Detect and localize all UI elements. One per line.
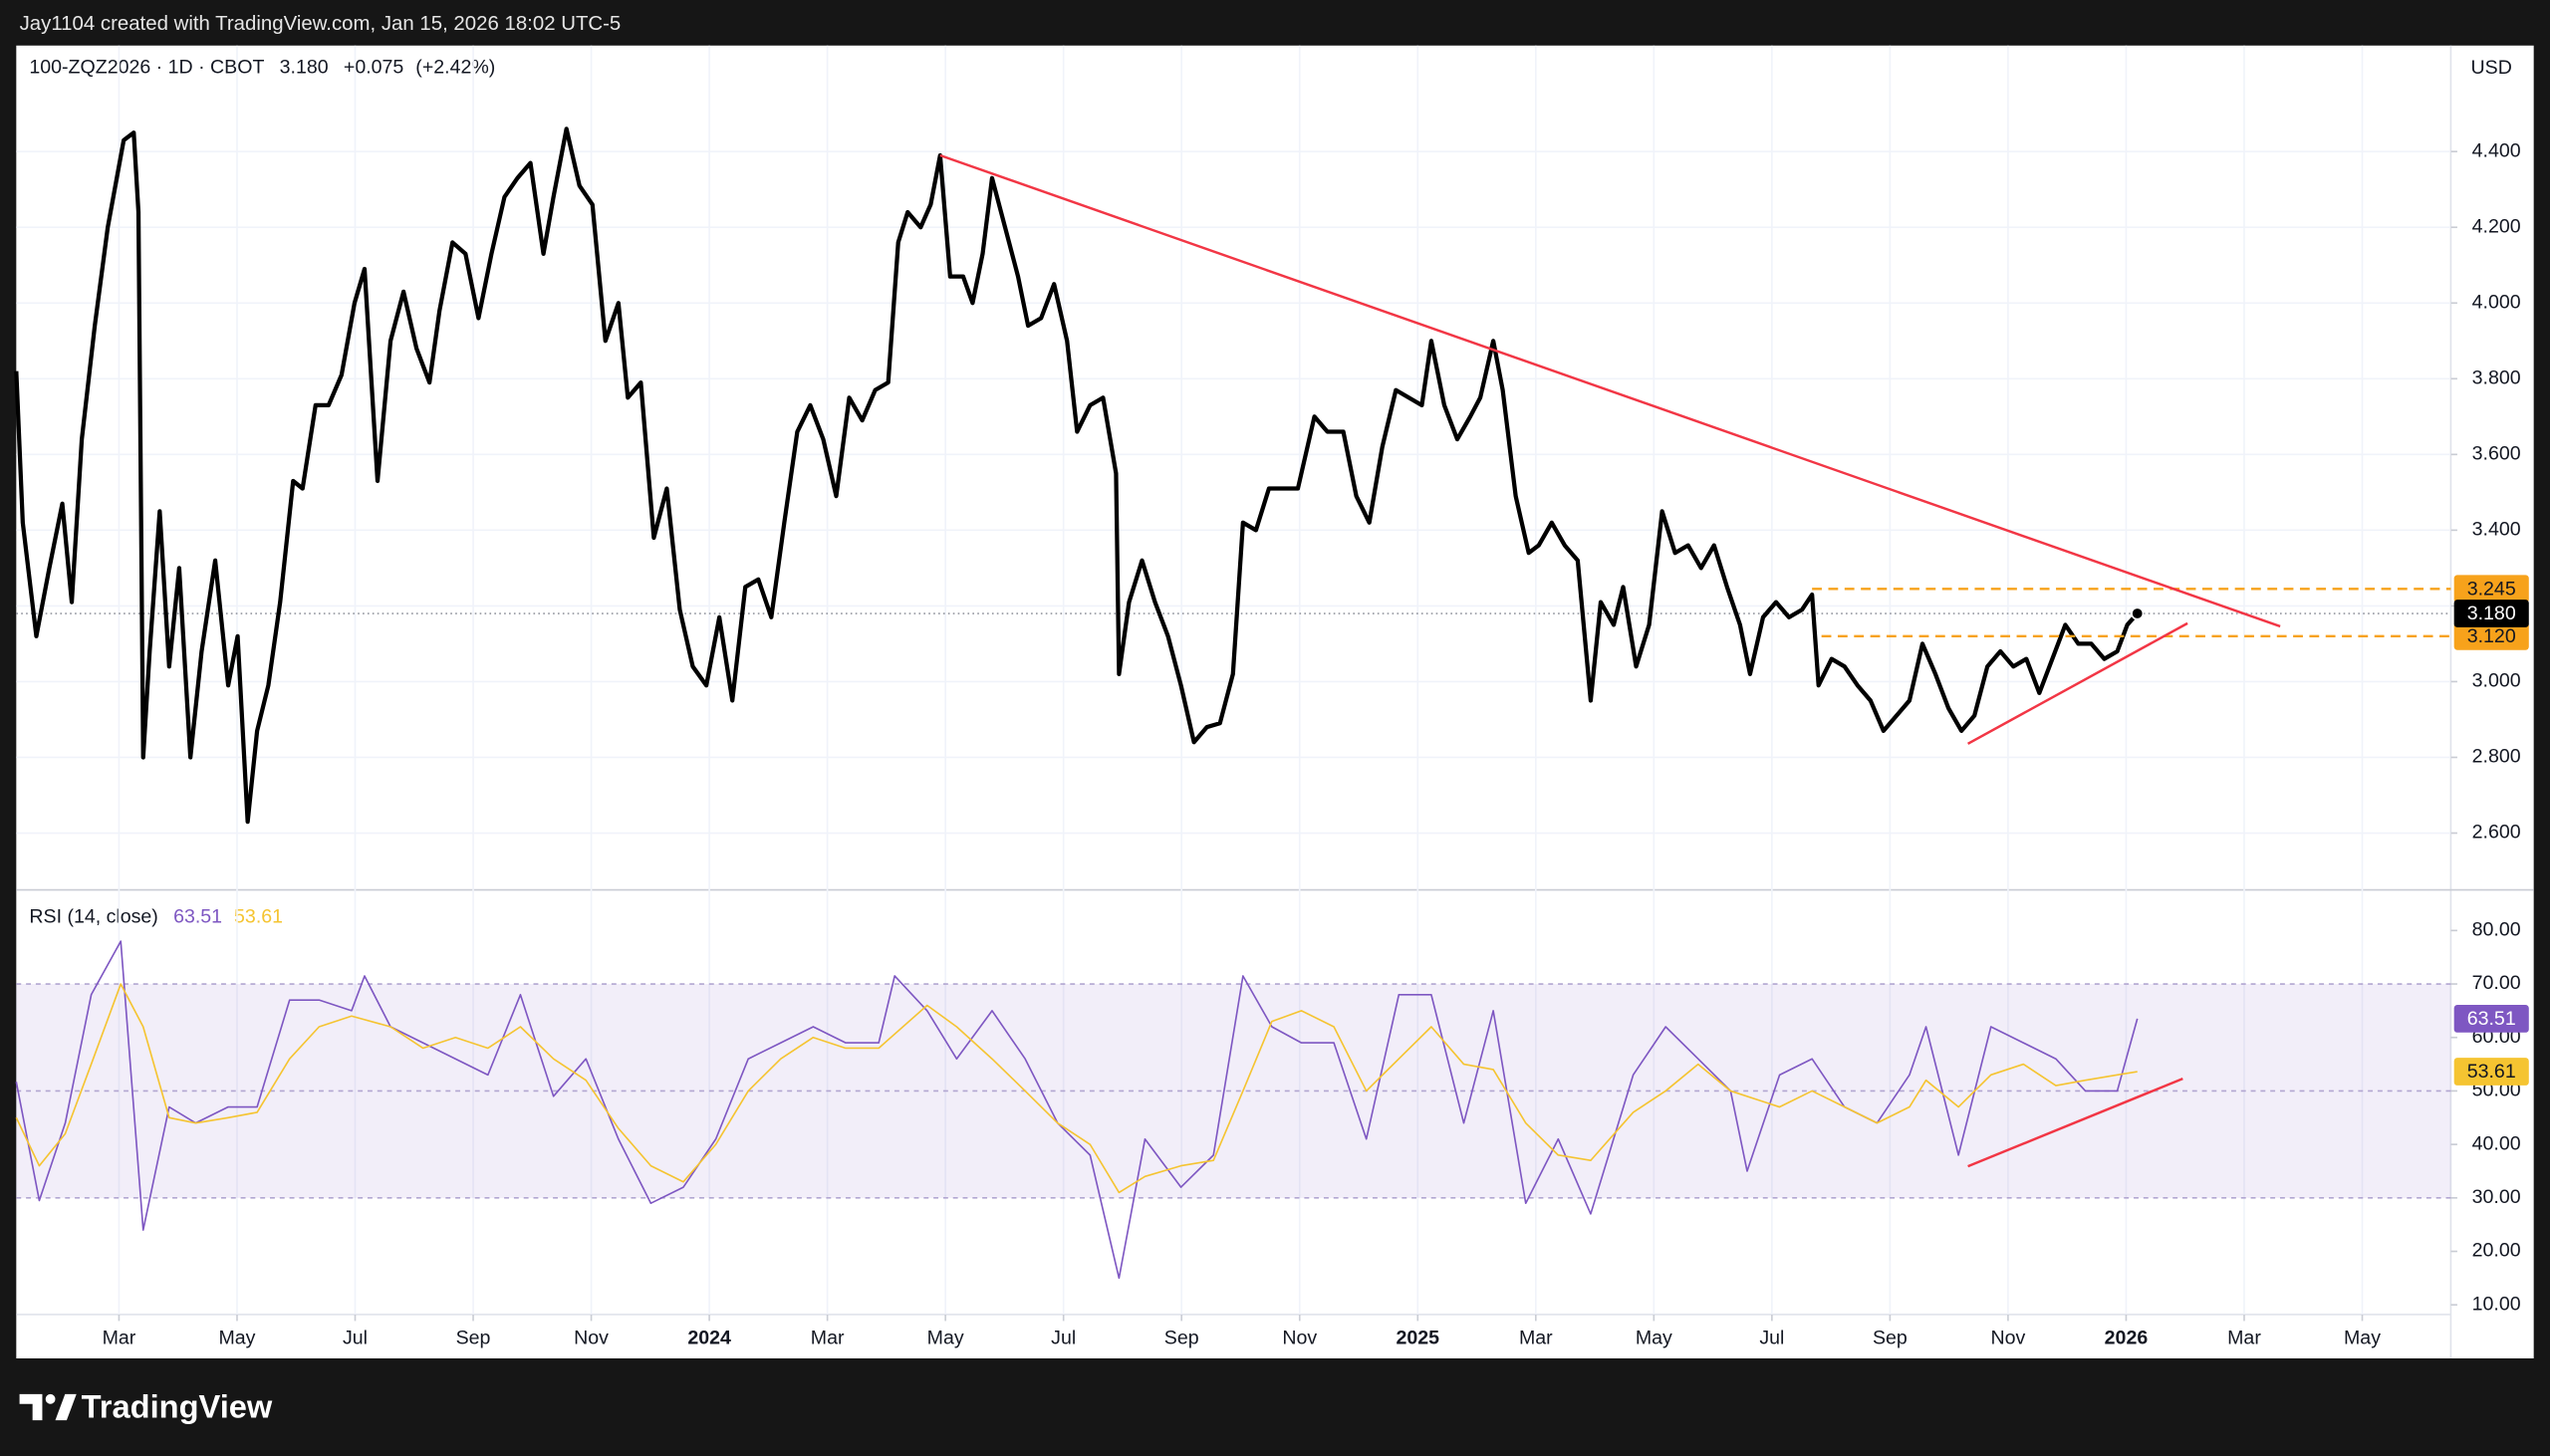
y-tick-label: 3.600 <box>2472 442 2521 464</box>
currency: USD <box>2471 57 2512 79</box>
axis-label: 3.245 <box>2467 578 2516 600</box>
y-tick-label: 2.800 <box>2472 746 2521 768</box>
y-tick-label: 3.800 <box>2472 366 2521 388</box>
y-tick-label: 3.000 <box>2472 670 2521 692</box>
last-price: 3.180 <box>280 57 329 79</box>
y-tick-label: 4.200 <box>2472 215 2521 237</box>
axis-label: 3.120 <box>2467 625 2516 647</box>
x-tick-label: Mar <box>811 1328 845 1349</box>
x-tick-label: Sep <box>456 1328 491 1349</box>
x-tick-label: Nov <box>1282 1328 1317 1349</box>
y-tick-label: 30.00 <box>2472 1186 2521 1208</box>
axis-label: 63.51 <box>2467 1008 2516 1030</box>
symbol-title: 100-ZQZ2026 · 1D · CBOT 3.180 +0.075 (+2… <box>29 57 495 79</box>
x-tick-label: 2026 <box>2105 1328 2149 1349</box>
axis-label-box <box>2453 1058 2529 1086</box>
rsi-line <box>15 983 2138 1194</box>
x-tick-label: May <box>218 1328 255 1349</box>
trendline <box>939 153 2281 628</box>
axis-label-box <box>2453 575 2529 604</box>
axis-label: 3.180 <box>2467 603 2516 624</box>
axis-label-box <box>2453 621 2529 650</box>
y-tick-label: 3.400 <box>2472 519 2521 541</box>
logo-icon <box>45 1393 56 1404</box>
trendline <box>1967 621 2188 745</box>
y-tick-label: 70.00 <box>2472 972 2521 994</box>
logo-icon <box>55 1393 77 1421</box>
x-tick-label: May <box>1636 1328 1672 1349</box>
x-tick-label: 2025 <box>1396 1328 1439 1349</box>
change-pct: (+2.42%) <box>415 57 495 79</box>
rsi-ma-value: 53.61 <box>234 905 283 927</box>
y-tick-label: 4.000 <box>2472 291 2521 313</box>
x-tick-label: 2024 <box>687 1328 731 1349</box>
x-tick-label: Mar <box>1519 1328 1553 1349</box>
axis-label-box <box>2453 600 2529 627</box>
change: +0.075 <box>344 57 404 79</box>
rsi-legend: RSI (14, close) 63.51 53.61 <box>29 905 283 927</box>
y-tick-label: 4.400 <box>2472 139 2521 161</box>
y-tick-label: 2.600 <box>2472 822 2521 844</box>
rsi-band <box>16 984 2451 1198</box>
rsi-value: 63.51 <box>173 905 222 927</box>
logo: TradingView <box>19 1387 273 1424</box>
price-line <box>14 126 2140 825</box>
axis-label-box <box>2453 1005 2529 1033</box>
x-tick-label: Mar <box>2227 1328 2261 1349</box>
x-tick-label: Jul <box>1051 1328 1076 1349</box>
y-tick-label: 20.00 <box>2472 1240 2521 1262</box>
rsi-title: RSI (14, close) <box>29 905 157 927</box>
chart-area <box>16 45 2534 1358</box>
x-tick-label: May <box>927 1328 964 1349</box>
x-tick-label: Sep <box>1164 1328 1199 1349</box>
x-tick-label: Jul <box>1759 1328 1784 1349</box>
y-tick-label: 10.00 <box>2472 1293 2521 1315</box>
x-tick-label: Nov <box>1991 1328 2026 1349</box>
logo-text: TradingView <box>82 1387 273 1424</box>
x-tick-label: May <box>2344 1328 2381 1349</box>
x-tick-label: Mar <box>103 1328 136 1349</box>
logo-icon <box>19 1393 43 1421</box>
y-tick-label: 80.00 <box>2472 919 2521 941</box>
y-tick-label: 40.00 <box>2472 1132 2521 1154</box>
x-tick-label: Nov <box>574 1328 609 1349</box>
trendline <box>1967 1077 2183 1168</box>
attribution: Jay1104 created with TradingView.com, Ja… <box>20 13 622 35</box>
axis-label: 53.61 <box>2467 1061 2516 1083</box>
x-tick-label: Sep <box>1873 1328 1908 1349</box>
x-tick-label: Jul <box>343 1328 368 1349</box>
last-point <box>2131 607 2145 620</box>
symbol: 100-ZQZ2026 · 1D · CBOT <box>29 57 264 79</box>
